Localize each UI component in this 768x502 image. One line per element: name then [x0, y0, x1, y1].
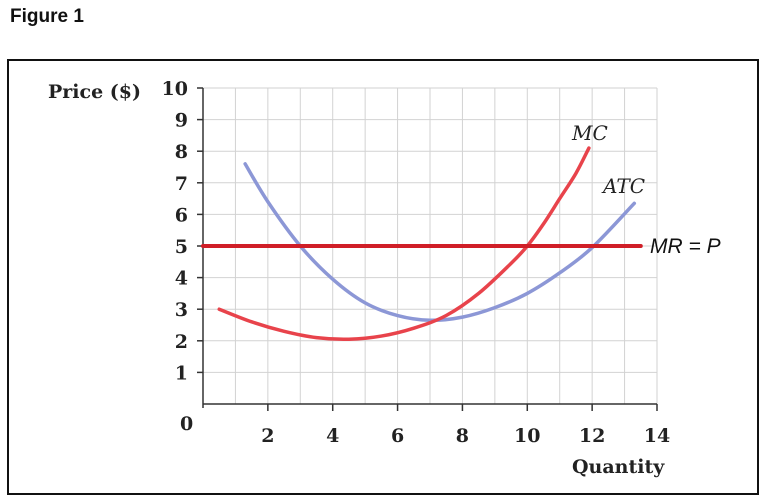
- x-tick-label: 12: [579, 425, 605, 447]
- figure-frame: [7, 59, 759, 495]
- x-tick-label: 4: [326, 425, 339, 447]
- mr-line-label: MR = P: [650, 235, 721, 258]
- origin-label: 0: [180, 413, 193, 435]
- y-tick-label: 10: [162, 78, 188, 100]
- y-tick-label: 4: [175, 268, 188, 290]
- x-tick-label: 8: [456, 425, 469, 447]
- x-tick-label: 14: [644, 425, 670, 447]
- y-axis-title: Price ($): [48, 81, 141, 103]
- atc-curve-label: ATC: [601, 174, 645, 198]
- mc-curve-label: MC: [571, 121, 608, 145]
- x-tick-label: 10: [514, 425, 540, 447]
- figure-caption: Figure 1: [10, 6, 84, 27]
- series-layer: [201, 146, 643, 342]
- y-tick-label: 7: [175, 173, 188, 195]
- y-tick-label: 3: [175, 299, 188, 321]
- atc-curve: [243, 162, 637, 323]
- mc-curve: [217, 146, 591, 342]
- y-tick-label: 2: [175, 331, 188, 353]
- x-tick-label: 6: [391, 425, 404, 447]
- y-tick-label: 8: [175, 141, 188, 163]
- y-tick-label: 9: [175, 110, 188, 132]
- y-tick-label: 1: [175, 362, 188, 384]
- x-tick-label: 2: [261, 425, 274, 447]
- y-tick-label: 5: [175, 236, 188, 258]
- x-axis-title: Quantity: [572, 456, 665, 478]
- y-tick-label: 6: [175, 204, 188, 226]
